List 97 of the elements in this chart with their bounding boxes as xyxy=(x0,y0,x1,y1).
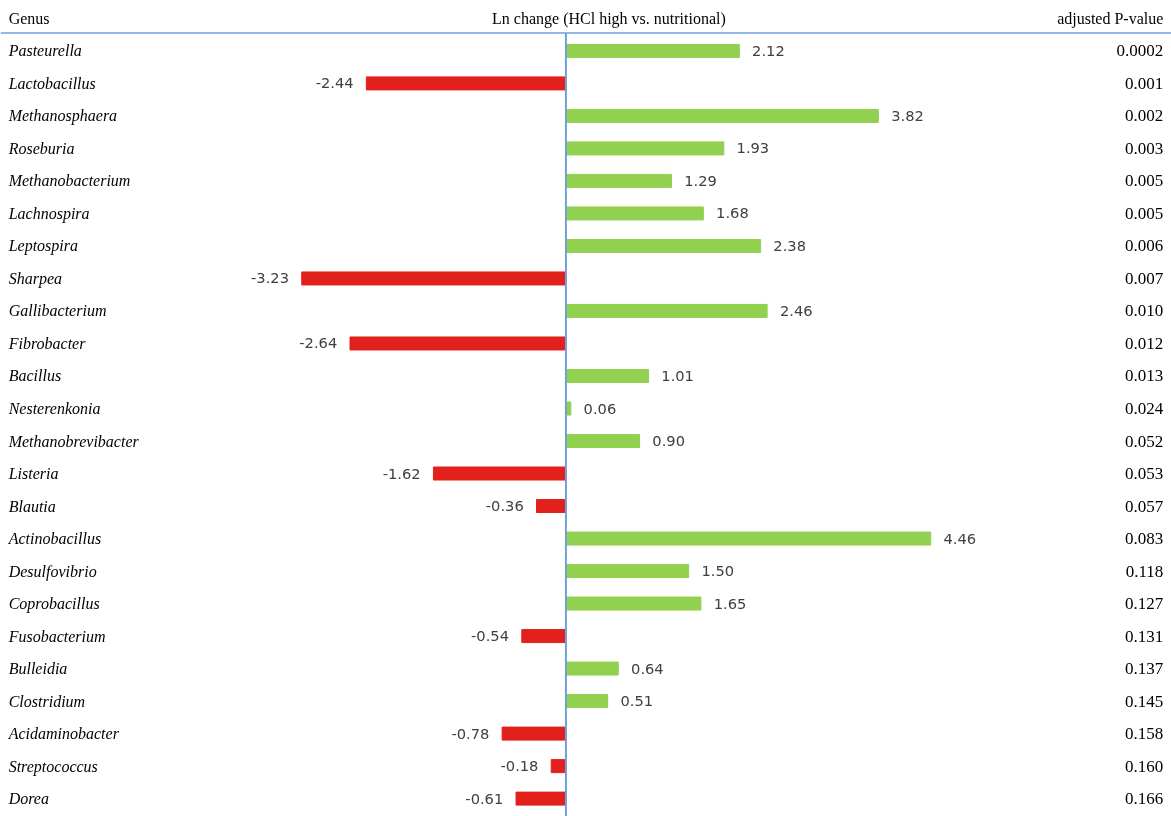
y2-tick-label: 0.024 xyxy=(1125,399,1164,418)
bar xyxy=(565,173,672,188)
text: adjusted P-value xyxy=(1057,9,1164,28)
y2-tick-label: 0.118 xyxy=(1125,561,1164,581)
chart-title: Ln change (HCl high vs. nutritional) xyxy=(492,9,726,28)
bar xyxy=(565,368,650,383)
y-tick-label: Fibrobacter xyxy=(7,334,87,352)
bar xyxy=(515,791,567,806)
data-label: 4.46 xyxy=(943,529,977,547)
bar xyxy=(565,694,609,709)
y-tick-label: Roseburia xyxy=(7,139,75,157)
bar xyxy=(501,726,567,741)
y-tick-label: Leptospira xyxy=(7,237,79,256)
y2-tick-label: 0.003 xyxy=(1125,138,1164,158)
y2-tick-label: 0.005 xyxy=(1125,171,1164,191)
data-label: -1.62 xyxy=(382,464,421,482)
data-label: -0.78 xyxy=(451,724,490,742)
data-label: 0.90 xyxy=(652,432,685,450)
data-label: -0.18 xyxy=(500,757,539,775)
data-label: 2.46 xyxy=(779,301,813,319)
y-tick-label: Sharpea xyxy=(8,269,63,288)
data-label: 1.68 xyxy=(716,204,749,222)
y-tick-label: Methanosphaera xyxy=(7,107,118,126)
y2-tick-label: 0.053 xyxy=(1125,464,1164,484)
data-label: -0.36 xyxy=(485,497,524,515)
data-label: 2.38 xyxy=(773,236,807,254)
data-label: -0.54 xyxy=(471,627,509,645)
y2-tick-label: 0.006 xyxy=(1125,236,1164,256)
bar xyxy=(535,499,567,514)
data-label: 1.93 xyxy=(736,139,770,157)
y2-tick-label: 0.0002 xyxy=(1116,41,1164,61)
bar xyxy=(565,596,702,611)
y2-tick-label: 0.083 xyxy=(1125,529,1164,549)
y2-tick-label: 0.001 xyxy=(1125,73,1164,93)
y2-tick-label: 0.127 xyxy=(1125,594,1164,614)
y2-tick-label: 0.158 xyxy=(1125,724,1164,744)
bar xyxy=(565,206,704,221)
y-tick-label: Coprobacillus xyxy=(8,595,100,614)
data-label: 0.64 xyxy=(631,659,664,677)
bar xyxy=(565,661,619,676)
data-label: 1.29 xyxy=(684,171,717,189)
y-tick-label: Lachnospira xyxy=(7,204,90,223)
data-label: 2.12 xyxy=(752,41,785,59)
y-tick-label: Clostridium xyxy=(8,692,86,710)
bar xyxy=(565,531,932,546)
y-tick-label: Streptococcus xyxy=(8,757,98,776)
y-tick-label: Acidaminobacter xyxy=(7,725,120,743)
bar xyxy=(565,238,762,253)
y-tick-label: Methanobacterium xyxy=(7,172,131,190)
y-tick-label: Bulleidia xyxy=(8,660,68,678)
y2-tick-label: 0.166 xyxy=(1125,789,1164,809)
bar xyxy=(521,629,567,644)
y-tick-label: Nesterenkonia xyxy=(7,400,101,417)
data-label: -2.44 xyxy=(315,74,354,92)
y-tick-label: Pasteurella xyxy=(7,42,82,60)
y2-tick-label: 0.012 xyxy=(1125,333,1164,353)
y-tick-label: Actinobacillus xyxy=(7,530,102,548)
data-label: -2.64 xyxy=(299,334,338,352)
y2-tick-label: 0.131 xyxy=(1125,626,1164,646)
data-label: -0.61 xyxy=(465,789,504,807)
y2-tick-label: 0.013 xyxy=(1125,366,1164,386)
bar xyxy=(365,76,567,91)
y-tick-label: Gallibacterium xyxy=(8,302,107,320)
y2-tick-label: 0.010 xyxy=(1125,301,1164,321)
data-label: 3.82 xyxy=(891,106,924,124)
y-tick-label: Listeria xyxy=(7,465,59,483)
data-label: 0.06 xyxy=(583,399,617,417)
y2-tick-label: 0.137 xyxy=(1125,659,1164,679)
y-tick-label: Blautia xyxy=(8,497,56,515)
y2-tick-label: 0.145 xyxy=(1125,691,1164,711)
bar xyxy=(565,141,725,156)
y2-tick-label: 0.052 xyxy=(1125,431,1164,451)
data-label: 0.51 xyxy=(620,692,654,710)
y-tick-label: Lactobacillus xyxy=(7,74,96,92)
data-label: 1.01 xyxy=(661,366,694,384)
data-label: 1.50 xyxy=(701,562,735,580)
text: Genus xyxy=(8,9,50,27)
y-tick-label: Bacillus xyxy=(8,367,62,385)
data-label: -3.23 xyxy=(251,269,289,287)
y-tick-label: Dorea xyxy=(7,790,49,808)
bar xyxy=(349,336,567,351)
bar xyxy=(432,466,567,481)
y-tick-label: Fusobacterium xyxy=(7,627,106,645)
y2-tick-label: 0.005 xyxy=(1125,203,1164,223)
bar xyxy=(565,434,641,449)
bar xyxy=(565,43,740,58)
y2-tick-label: 0.160 xyxy=(1125,756,1164,776)
y2-tick-label: 0.002 xyxy=(1125,106,1164,126)
y-tick-label: Methanobrevibacter xyxy=(7,432,140,450)
y-tick-label: Desulfovibrio xyxy=(7,562,97,581)
data-label: 1.65 xyxy=(713,594,747,612)
y2-tick-label: 0.007 xyxy=(1125,268,1164,288)
y2-tick-label: 0.057 xyxy=(1125,496,1164,516)
bar xyxy=(301,271,567,286)
bar xyxy=(565,564,690,579)
bar xyxy=(565,303,768,318)
bar xyxy=(565,108,879,123)
